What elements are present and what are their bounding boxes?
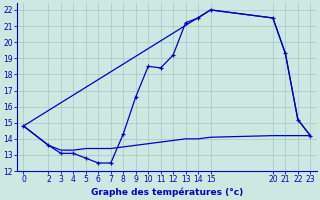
X-axis label: Graphe des températures (°c): Graphe des températures (°c) <box>91 187 243 197</box>
